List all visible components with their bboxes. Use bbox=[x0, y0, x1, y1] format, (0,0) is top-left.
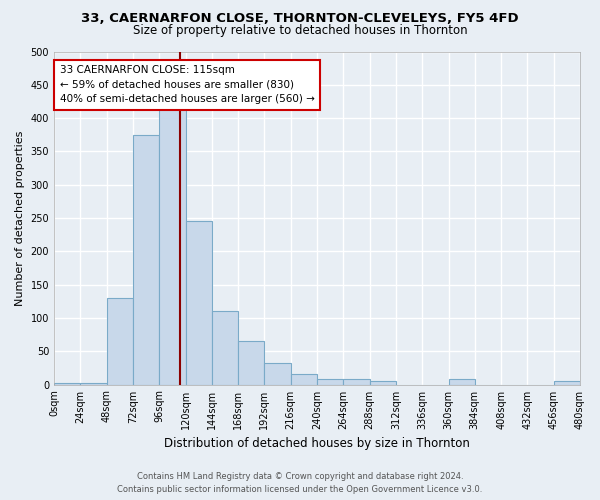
Bar bbox=[449, 379, 475, 384]
Bar bbox=[107, 298, 133, 384]
Bar bbox=[212, 312, 238, 384]
Text: Size of property relative to detached houses in Thornton: Size of property relative to detached ho… bbox=[133, 24, 467, 37]
Bar bbox=[370, 381, 396, 384]
Bar bbox=[159, 108, 185, 384]
Text: 33, CAERNARFON CLOSE, THORNTON-CLEVELEYS, FY5 4FD: 33, CAERNARFON CLOSE, THORNTON-CLEVELEYS… bbox=[81, 12, 519, 26]
Y-axis label: Number of detached properties: Number of detached properties bbox=[15, 130, 25, 306]
Bar bbox=[54, 382, 80, 384]
Bar bbox=[554, 381, 580, 384]
Bar bbox=[133, 135, 159, 384]
Bar bbox=[185, 222, 212, 384]
Bar bbox=[343, 379, 370, 384]
Bar bbox=[80, 382, 107, 384]
Text: Contains HM Land Registry data © Crown copyright and database right 2024.
Contai: Contains HM Land Registry data © Crown c… bbox=[118, 472, 482, 494]
Bar bbox=[317, 379, 343, 384]
Bar bbox=[238, 342, 265, 384]
Text: 33 CAERNARFON CLOSE: 115sqm
← 59% of detached houses are smaller (830)
40% of se: 33 CAERNARFON CLOSE: 115sqm ← 59% of det… bbox=[59, 65, 314, 104]
Bar bbox=[291, 374, 317, 384]
X-axis label: Distribution of detached houses by size in Thornton: Distribution of detached houses by size … bbox=[164, 437, 470, 450]
Bar bbox=[265, 362, 291, 384]
